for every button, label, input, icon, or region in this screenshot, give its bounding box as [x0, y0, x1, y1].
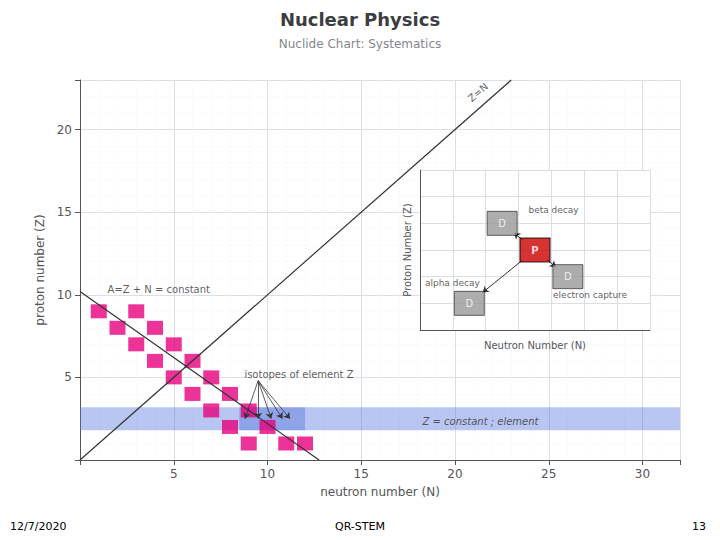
svg-text:Neutron Number (N): Neutron Number (N) — [484, 340, 586, 351]
svg-text:D: D — [465, 298, 473, 309]
svg-text:Z=N: Z=N — [466, 81, 490, 104]
svg-text:electron capture: electron capture — [553, 290, 628, 300]
svg-text:10: 10 — [57, 288, 72, 302]
svg-text:20: 20 — [57, 123, 72, 137]
svg-text:12/7/2020: 12/7/2020 — [10, 520, 66, 533]
svg-text:13: 13 — [692, 520, 706, 533]
svg-text:20: 20 — [447, 467, 462, 481]
svg-text:D: D — [498, 218, 506, 229]
svg-text:5: 5 — [170, 467, 178, 481]
svg-text:15: 15 — [354, 467, 369, 481]
svg-text:15: 15 — [57, 205, 72, 219]
svg-text:25: 25 — [541, 467, 556, 481]
svg-text:P: P — [531, 245, 538, 256]
svg-text:proton number (Z): proton number (Z) — [33, 214, 47, 325]
svg-text:beta decay: beta decay — [528, 205, 579, 215]
svg-text:neutron number (N): neutron number (N) — [320, 485, 440, 499]
svg-text:Nuclear Physics: Nuclear Physics — [280, 9, 440, 30]
svg-text:alpha decay: alpha decay — [425, 278, 481, 288]
svg-text:5: 5 — [64, 370, 72, 384]
svg-text:30: 30 — [635, 467, 650, 481]
svg-text:isotopes of element Z: isotopes of element Z — [244, 369, 353, 380]
svg-text:D: D — [564, 271, 572, 282]
svg-text:Proton Number (Z): Proton Number (Z) — [402, 203, 413, 297]
svg-text:A=Z + N = constant: A=Z + N = constant — [108, 284, 211, 295]
svg-text:Z = constant ; element: Z = constant ; element — [422, 416, 540, 427]
svg-text:10: 10 — [260, 467, 275, 481]
svg-text:QR-STEM: QR-STEM — [335, 520, 385, 533]
svg-text:Nuclide Chart: Systematics: Nuclide Chart: Systematics — [279, 37, 442, 51]
